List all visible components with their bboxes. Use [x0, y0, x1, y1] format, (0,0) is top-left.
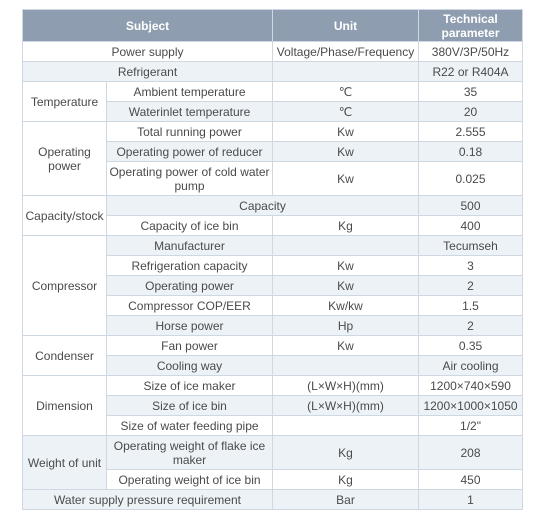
- row-value: 3: [418, 255, 523, 276]
- row-unit: [272, 355, 419, 376]
- row-label: Horse power: [106, 315, 273, 336]
- row-value: Air cooling: [418, 355, 523, 376]
- table-row: Dimension Size of ice maker (L×W×H)(mm) …: [22, 375, 523, 436]
- row-unit: [272, 61, 419, 82]
- row-value: Tecumseh: [418, 235, 523, 256]
- row-label: Operating power of cold water pump: [106, 161, 273, 196]
- row-value: 1/2": [418, 415, 523, 436]
- row-unit: (L×W×H)(mm): [272, 375, 419, 396]
- row-unit: Kg: [272, 215, 419, 236]
- row-unit: [272, 235, 419, 256]
- table-row: Temperature Ambient temperature ℃ 35: [22, 81, 523, 122]
- row-label: Power supply: [22, 41, 273, 62]
- row-value: 0.18: [418, 141, 523, 162]
- row-value: 2.555: [418, 121, 523, 142]
- row-unit: ℃: [272, 81, 419, 102]
- table-row: Condenser Fan power Kw 0.35: [22, 335, 523, 376]
- row-label: Capacity: [106, 195, 419, 216]
- row-label: Operating weight of flake ice maker: [106, 435, 273, 470]
- row-value: 1200×740×590: [418, 375, 523, 396]
- row-label: Capacity of ice bin: [106, 215, 273, 236]
- table-row: Operating power Total running power Kw 2…: [22, 121, 523, 196]
- category-weight: Weight of unit: [22, 435, 107, 490]
- table-row: Operating power of reducer Kw 0.18: [23, 141, 523, 162]
- row-unit: Kw: [272, 275, 419, 296]
- header-param: Technical parameter: [418, 9, 523, 42]
- table-row: Compressor Manufacturer Tecumseh: [22, 235, 523, 336]
- category-operating-power: Operating power: [22, 121, 107, 196]
- table-row: Operating power Kw 2: [23, 275, 523, 296]
- header-subject: Subject: [22, 9, 273, 42]
- table-row: Operating weight of ice bin Kg 450: [23, 469, 523, 490]
- row-unit: Kw: [272, 335, 419, 356]
- row-value: 380V/3P/50Hz: [418, 41, 523, 62]
- row-value: 0.35: [418, 335, 523, 356]
- row-unit: Bar: [272, 489, 419, 510]
- row-label: Refrigeration capacity: [106, 255, 273, 276]
- table-row: Capacity of ice bin Kg 400: [23, 215, 523, 236]
- row-unit: Kg: [272, 469, 419, 490]
- row-unit: ℃: [272, 101, 419, 122]
- row-label: Fan power: [106, 335, 273, 356]
- row-value: R22 or R404A: [418, 61, 523, 82]
- table-row: Operating power of cold water pump Kw 0.…: [23, 161, 523, 196]
- row-label: Operating power: [106, 275, 273, 296]
- row-label: Cooling way: [106, 355, 273, 376]
- table-row: Water supply pressure requirement Bar 1: [22, 489, 523, 510]
- category-condenser: Condenser: [22, 335, 107, 376]
- table-row: Capacity/stock Capacity 500: [22, 195, 523, 236]
- row-label: Compressor COP/EER: [106, 295, 273, 316]
- row-value: 450: [418, 469, 523, 490]
- row-value: 2: [418, 315, 523, 336]
- table-row: Horse power Hp 2: [23, 315, 523, 336]
- header-unit: Unit: [272, 9, 419, 42]
- row-unit: Kw: [272, 121, 419, 142]
- spec-table-container: Subject Unit Technical parameter Power s…: [22, 9, 523, 510]
- table-row: Refrigeration capacity Kw 3: [23, 255, 523, 276]
- row-label: Waterinlet temperature: [106, 101, 273, 122]
- table-row: Refrigerant R22 or R404A: [22, 61, 523, 82]
- row-label: Manufacturer: [106, 235, 273, 256]
- table-row: Weight of unit Operating weight of flake…: [22, 435, 523, 490]
- row-value: 1: [418, 489, 523, 510]
- category-capacity: Capacity/stock: [22, 195, 107, 236]
- spec-table: Subject Unit Technical parameter Power s…: [22, 9, 523, 510]
- table-row: Size of water feeding pipe 1/2": [23, 415, 523, 436]
- row-unit: Voltage/Phase/Frequency: [272, 41, 419, 62]
- category-dimension: Dimension: [22, 375, 107, 436]
- row-value: 208: [418, 435, 523, 470]
- row-label: Size of ice maker: [106, 375, 273, 396]
- row-unit: Kg: [272, 435, 419, 470]
- table-row: Cooling way Air cooling: [23, 355, 523, 376]
- row-unit: Kw: [272, 255, 419, 276]
- row-label: Total running power: [106, 121, 273, 142]
- table-row: Power supply Voltage/Phase/Frequency 380…: [22, 41, 523, 62]
- row-unit: Kw: [272, 141, 419, 162]
- row-unit: Kw/kw: [272, 295, 419, 316]
- row-unit: (L×W×H)(mm): [272, 395, 419, 416]
- row-label: Ambient temperature: [106, 81, 273, 102]
- category-temperature: Temperature: [22, 81, 107, 122]
- row-value: 0.025: [418, 161, 523, 196]
- row-value: 2: [418, 275, 523, 296]
- row-unit: [272, 415, 419, 436]
- row-label: Operating weight of ice bin: [106, 469, 273, 490]
- row-value: 20: [418, 101, 523, 122]
- row-value: 1200×1000×1050: [418, 395, 523, 416]
- header-row: Subject Unit Technical parameter: [22, 9, 523, 42]
- row-value: 1.5: [418, 295, 523, 316]
- row-value: 35: [418, 81, 523, 102]
- row-label: Size of water feeding pipe: [106, 415, 273, 436]
- row-value: 500: [418, 195, 523, 216]
- row-unit: Hp: [272, 315, 419, 336]
- category-compressor: Compressor: [22, 235, 107, 336]
- row-label: Refrigerant: [22, 61, 273, 82]
- row-label: Water supply pressure requirement: [22, 489, 273, 510]
- table-row: Waterinlet temperature ℃ 20: [23, 101, 523, 122]
- row-label: Operating power of reducer: [106, 141, 273, 162]
- row-value: 400: [418, 215, 523, 236]
- row-label: Size of ice bin: [106, 395, 273, 416]
- row-unit: Kw: [272, 161, 419, 196]
